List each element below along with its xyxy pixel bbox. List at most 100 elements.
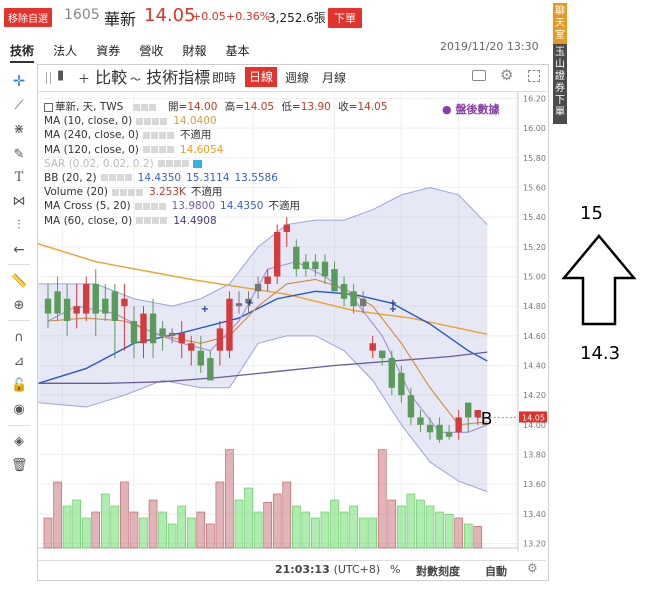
percent-toggle[interactable]: % <box>390 563 401 576</box>
candle-body <box>149 313 157 344</box>
candle-type-icon[interactable]: ▮ <box>57 68 65 83</box>
legend-row-boxes[interactable] <box>157 158 190 170</box>
magnet-icon[interactable]: ∩ <box>14 330 24 345</box>
volume-bar <box>158 511 167 549</box>
tab-margin[interactable]: 資券 <box>96 44 121 58</box>
candle-body <box>44 298 52 314</box>
volume-bar <box>234 499 244 549</box>
candle-body <box>188 343 195 351</box>
tab-technical[interactable]: 技術 <box>10 44 35 63</box>
legend-row: MA (60, close, 0) 14.4908 <box>44 214 388 228</box>
candle-body <box>331 269 338 292</box>
candle-body <box>474 410 481 418</box>
volume-bar <box>349 505 358 549</box>
chatroom-button[interactable]: 聊天室 <box>553 3 567 45</box>
legend-row-value: 不適用 <box>268 200 300 213</box>
legend-row-value: 3.253K <box>148 186 186 199</box>
legend-row-boxes[interactable] <box>142 144 175 156</box>
candle-body <box>388 358 395 388</box>
volume-bar <box>282 481 292 549</box>
legend-row-boxes[interactable] <box>100 172 133 184</box>
zoom-icon[interactable]: ⊕ <box>13 298 25 313</box>
layers-icon[interactable]: ◈ <box>14 434 24 449</box>
tab-institutional[interactable]: 法人 <box>53 44 78 58</box>
legend-row-boxes[interactable] <box>136 115 168 127</box>
legend-row-label: MA (10, close, 0) <box>44 115 133 128</box>
candle-body <box>140 313 147 344</box>
datetime: 2019/11/20 13:30 <box>440 40 539 53</box>
back-arrow-icon[interactable]: ← <box>13 242 25 258</box>
bottom-settings-icon[interactable]: ⚙ <box>527 561 538 575</box>
weekly-button[interactable]: 週線 <box>285 71 310 85</box>
auto-scale-toggle[interactable]: 自動 <box>485 565 507 578</box>
ruler-icon[interactable]: 📏 <box>11 274 28 289</box>
crosshair-icon[interactable]: ✛ <box>12 72 26 90</box>
tab-basic[interactable]: 基本 <box>225 44 250 58</box>
side-divider-2 <box>8 320 30 321</box>
trendline-icon[interactable]: ⟋ <box>14 98 24 113</box>
volume-bar <box>196 511 206 549</box>
after-hours-label: ● 盤後數據 <box>442 103 500 116</box>
measure-icon[interactable]: ⫶ <box>17 218 21 233</box>
volume-bar <box>43 517 53 549</box>
brush-icon[interactable]: ✎ <box>13 147 25 162</box>
order-button[interactable]: 下單 <box>328 8 362 28</box>
volume-bar <box>72 499 81 549</box>
y-tick-label: 15.40 <box>523 213 546 222</box>
daily-button[interactable]: 日線 <box>245 67 278 87</box>
legend-row-boxes[interactable] <box>134 200 167 212</box>
volume-bar <box>129 511 139 549</box>
volume-bar <box>444 514 454 549</box>
collapse-icon[interactable] <box>44 102 53 112</box>
y-tick-label: 14.40 <box>523 362 546 371</box>
compare-button[interactable]: ＋ 比較 <box>78 68 128 87</box>
volume-bar <box>100 493 110 549</box>
indicators-button[interactable]: 〜 技術指標 <box>130 68 211 87</box>
price-chart: 16.20 16.00 15.80 15.60 15.40 15.20 15.00 14.80… <box>38 92 547 552</box>
b-marker: B <box>481 409 493 429</box>
fib-icon[interactable]: ⋇ <box>13 122 25 137</box>
fullscreen-icon[interactable] <box>528 70 540 82</box>
monthly-button[interactable]: 月線 <box>322 71 347 85</box>
candle-body <box>321 261 329 277</box>
broker-order-button[interactable]: 玉山證券下單 <box>553 44 567 124</box>
candle-body <box>312 261 319 270</box>
ma-line <box>38 290 488 384</box>
candle-body <box>159 328 166 336</box>
legend-close: 14.05 <box>357 101 388 113</box>
lock-icon[interactable]: 🔓 <box>11 378 28 393</box>
volume-bar <box>215 481 225 549</box>
candle-body <box>63 298 71 321</box>
legend-open: 14.00 <box>187 101 218 113</box>
text-icon[interactable]: T <box>14 170 24 185</box>
legend-row: MA (240, close, 0) 不適用 <box>44 128 388 142</box>
candle-body <box>254 283 262 292</box>
camera-icon[interactable] <box>472 70 486 81</box>
legend-row-boxes[interactable] <box>142 129 175 141</box>
volume-bar <box>387 499 397 549</box>
bollinger-lower <box>38 335 488 493</box>
log-scale-toggle[interactable]: 對數刻度 <box>416 565 460 578</box>
candle-body <box>302 261 310 270</box>
legend-row-value: 14.4350 <box>220 200 264 213</box>
toolbar-handle-icon[interactable] <box>46 72 51 84</box>
lock-draw-icon[interactable]: ⊿ <box>13 354 25 369</box>
legend-row: MA Cross (5, 20) 13.9800 14.4350 不適用 <box>44 199 388 213</box>
settings-icon[interactable]: ⚙ <box>500 66 514 84</box>
realtime-button[interactable]: 即時 <box>212 71 237 85</box>
visibility-icon[interactable] <box>192 159 202 168</box>
chart-frame <box>37 64 549 581</box>
legend-row: SAR (0.02, 0.02, 0.2) <box>44 157 388 171</box>
legend-row-value: 不適用 <box>179 129 212 142</box>
legend-row-boxes[interactable] <box>111 186 144 198</box>
remove-watchlist-button[interactable]: 移除自選 <box>4 8 52 27</box>
tab-financials[interactable]: 財報 <box>182 44 207 58</box>
trash-icon[interactable]: 🗑 <box>11 458 28 473</box>
legend-row-boxes[interactable] <box>136 215 168 227</box>
tab-revenue[interactable]: 營收 <box>139 44 164 58</box>
candle-body <box>54 291 61 314</box>
pattern-icon[interactable]: ⋈ <box>12 194 26 209</box>
eye-icon[interactable]: ◉ <box>13 402 25 417</box>
candle-body <box>226 298 233 351</box>
candle-body <box>379 350 386 359</box>
